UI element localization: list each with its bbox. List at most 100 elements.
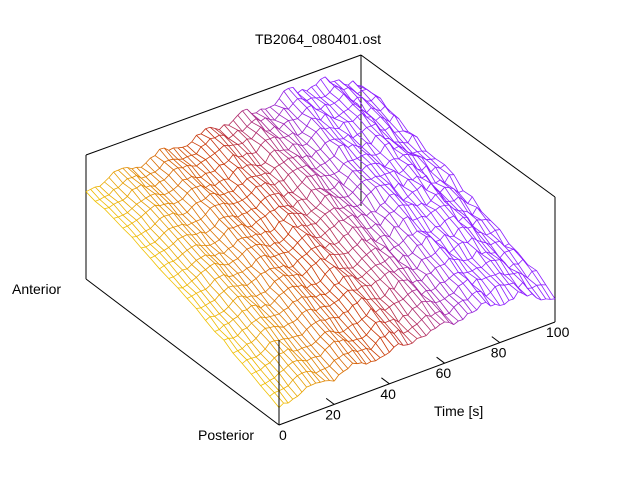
mesh-line-depth — [252, 279, 257, 282]
mesh-line-depth — [385, 213, 390, 218]
mesh-line-depth — [284, 205, 289, 206]
mesh-line-depth — [362, 196, 367, 203]
mesh-line-depth — [334, 221, 339, 226]
mesh-line-depth — [302, 310, 307, 313]
mesh-line-depth — [316, 165, 321, 169]
mesh-line-depth — [527, 294, 532, 296]
mesh-line-depth — [219, 164, 224, 165]
mesh-line-depth — [187, 281, 192, 285]
mesh-line-depth — [357, 239, 362, 245]
mesh-line-depth — [376, 280, 381, 282]
mesh-line-depth — [252, 222, 257, 227]
mesh-line-depth — [127, 178, 132, 179]
mesh-line-depth — [431, 183, 436, 189]
mesh-line-depth — [150, 186, 155, 187]
x-tick-label: 60 — [436, 365, 452, 381]
mesh-line-depth — [274, 373, 279, 378]
mesh-line-depth — [362, 128, 367, 132]
mesh-line-depth — [233, 130, 238, 135]
mesh-line-depth — [362, 154, 367, 156]
mesh-line-depth — [169, 277, 174, 279]
mesh-line-depth — [247, 323, 252, 328]
mesh-line-depth — [288, 120, 293, 121]
mesh-line-depth — [339, 236, 344, 242]
mesh-line-depth — [449, 293, 454, 295]
mesh-line-depth — [440, 205, 445, 206]
mesh-line-depth — [270, 168, 275, 174]
mesh-line-depth — [509, 274, 514, 275]
mesh-line-depth — [316, 219, 321, 224]
mesh-line-depth — [431, 253, 436, 257]
mesh-line-depth — [344, 253, 349, 254]
mesh-line-depth — [192, 221, 197, 223]
mesh-line-depth — [284, 88, 289, 91]
mesh-line-depth — [348, 81, 353, 85]
mesh-line-depth — [160, 148, 165, 149]
mesh-line-depth — [307, 138, 312, 144]
mesh-line-depth — [183, 146, 188, 148]
mesh-line-depth — [504, 274, 509, 275]
mesh-line-depth — [169, 227, 174, 229]
mesh-line-depth — [233, 317, 238, 320]
mesh-line-depth — [376, 205, 381, 212]
mesh-line-depth — [293, 319, 298, 322]
mesh-line-depth — [201, 255, 206, 258]
mesh-line-depth — [390, 127, 395, 132]
mesh-line-depth — [431, 159, 436, 160]
mesh-line-time — [311, 87, 504, 305]
mesh-line-depth — [219, 291, 224, 295]
mesh-line-depth — [279, 138, 284, 139]
mesh-line-depth — [302, 272, 307, 276]
mesh-line-depth — [357, 286, 362, 290]
mesh-line-depth — [307, 190, 312, 199]
mesh-line-depth — [169, 261, 174, 262]
mesh-line-depth — [261, 305, 266, 309]
mesh-line-depth — [376, 237, 381, 242]
mesh-line-depth — [137, 185, 142, 188]
mesh-line-depth — [275, 295, 280, 301]
mesh-line-depth — [417, 320, 422, 325]
mesh-line-depth — [371, 343, 376, 349]
mesh-line-depth — [256, 145, 261, 153]
mesh-line-depth — [436, 180, 441, 183]
mesh-line-depth — [229, 319, 234, 323]
mesh-line-depth — [279, 389, 284, 391]
mesh-line-depth — [178, 237, 183, 239]
mesh-line-depth — [321, 274, 326, 281]
mesh-line-depth — [348, 248, 353, 253]
mesh-line-depth — [468, 313, 473, 314]
x-axis-label: Time [s] — [434, 403, 483, 419]
mesh-line-depth — [270, 315, 275, 316]
mesh-line-depth — [279, 150, 284, 151]
mesh-line-depth — [422, 315, 427, 319]
mesh-line-depth — [399, 268, 404, 269]
mesh-line-depth — [357, 298, 362, 304]
mesh-line-depth — [251, 372, 256, 375]
mesh-line-depth — [426, 301, 431, 302]
mesh-line-depth — [550, 299, 555, 300]
mesh-line-depth — [417, 290, 422, 295]
mesh-line-depth — [330, 381, 335, 382]
mesh-line-depth — [279, 239, 284, 243]
mesh-line-depth — [150, 194, 155, 196]
mesh-line-depth — [252, 133, 257, 139]
mesh-line-depth — [183, 165, 188, 167]
mesh-line-depth — [537, 285, 542, 286]
mesh-line-depth — [160, 204, 165, 206]
mesh-line-depth — [261, 292, 266, 294]
mesh-line-depth — [298, 182, 303, 187]
mesh-line-depth — [504, 251, 509, 253]
mesh-line-depth — [435, 325, 440, 329]
mesh-line-depth — [210, 226, 215, 230]
mesh-line-depth — [215, 253, 220, 256]
mesh-line-depth — [100, 197, 105, 200]
mesh-line-depth — [353, 97, 358, 102]
mesh-line-depth — [454, 272, 459, 274]
mesh-line-depth — [380, 218, 385, 226]
mesh-line-depth — [183, 285, 188, 288]
mesh-line-depth — [297, 348, 302, 350]
mesh-line-depth — [348, 305, 353, 311]
mesh-line-depth — [293, 156, 298, 158]
mesh-line-depth — [362, 166, 367, 171]
mesh-line-depth — [270, 105, 275, 107]
